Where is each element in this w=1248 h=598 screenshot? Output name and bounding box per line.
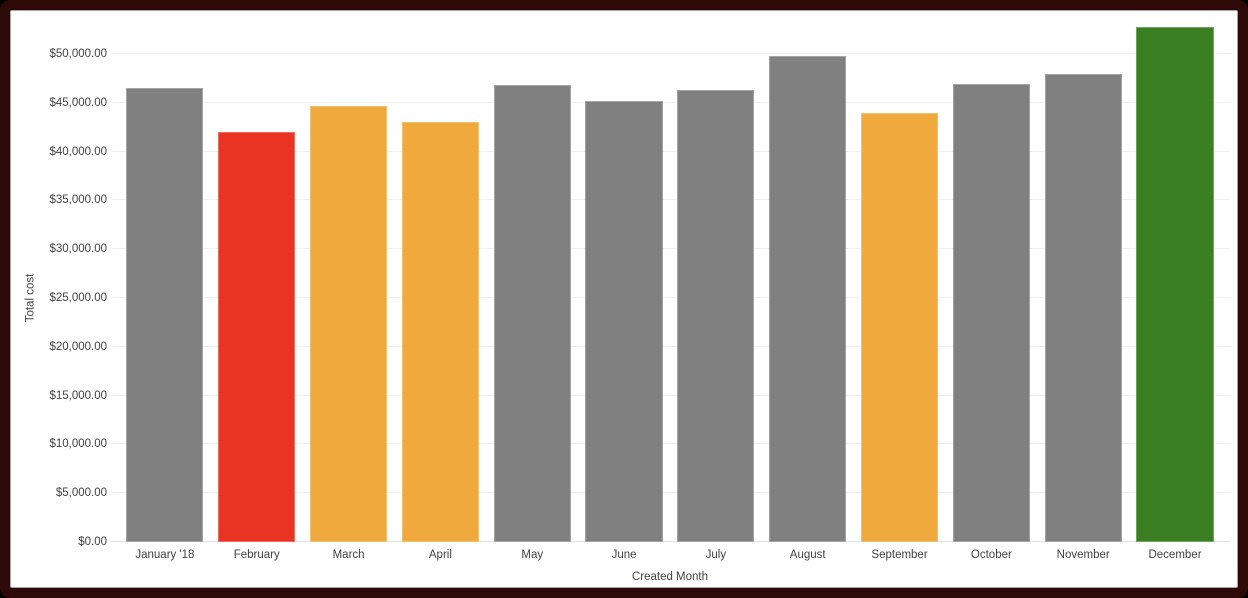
x-tick-label: December: [1148, 549, 1202, 561]
x-tick-label: September: [871, 549, 928, 561]
x-tick-label: January '18: [135, 549, 195, 561]
bar-july[interactable]: [677, 90, 755, 542]
bar-slot: [762, 54, 854, 542]
bar-slot: [119, 54, 211, 542]
gridline: [111, 492, 1231, 494]
bar-slot: [1129, 26, 1221, 542]
x-axis-labels: January '18 February March April May June July…: [119, 549, 1221, 561]
gridline: [111, 101, 1231, 103]
bar-slot: [394, 54, 486, 542]
bar-series: [119, 26, 1221, 542]
gridline: [111, 345, 1231, 347]
x-tick-label: May: [521, 549, 544, 561]
bar-april[interactable]: [401, 122, 479, 542]
gridline: [111, 443, 1231, 445]
y-tick-label: $45,000.00: [49, 96, 107, 109]
bar-slot: [854, 54, 946, 542]
y-tick-label: $20,000.00: [49, 340, 107, 353]
y-tick-label: $40,000.00: [49, 145, 107, 158]
gridline: [111, 248, 1231, 250]
x-axis-baseline: [111, 541, 1231, 542]
gridline: [111, 297, 1231, 298]
bar-slot: [486, 54, 578, 542]
bar-september[interactable]: [860, 112, 939, 542]
gridline: [111, 394, 1231, 396]
bar-slot: [670, 54, 762, 542]
x-tick-label: March: [332, 549, 365, 561]
gridline: [111, 150, 1231, 152]
gridline: [111, 53, 1231, 54]
bar-slot: [1037, 54, 1129, 542]
bar-november[interactable]: [1044, 73, 1122, 542]
bar-january-18[interactable]: [126, 88, 204, 542]
y-tick-label: $15,000.00: [49, 389, 107, 402]
y-tick-label: $30,000.00: [49, 243, 107, 256]
bar-march[interactable]: [310, 105, 388, 542]
y-tick-label: $25,000.00: [49, 292, 107, 304]
bar-february[interactable]: [218, 132, 296, 542]
x-tick-label: June: [611, 549, 637, 561]
y-tick-label: $50,000.00: [49, 48, 107, 60]
bar-december[interactable]: [1136, 26, 1214, 542]
x-tick-label: February: [233, 549, 280, 561]
bar-slot: [211, 54, 303, 542]
y-axis-labels: $0.00 $5,000.00 $10,000.00 $15,000.00 $20,00…: [11, 48, 107, 548]
plot-area: [111, 26, 1231, 542]
bar-june[interactable]: [585, 100, 663, 542]
x-axis-title: Created Month: [631, 571, 709, 583]
bar-october[interactable]: [952, 84, 1030, 542]
x-tick-label: November: [1056, 549, 1110, 561]
bar-august[interactable]: [769, 55, 847, 542]
y-tick-label: $0.00: [78, 536, 107, 548]
y-tick-label: $5,000.00: [55, 487, 107, 500]
bar-slot: [303, 54, 395, 542]
x-tick-label: April: [428, 549, 452, 561]
x-tick-label: July: [705, 549, 727, 561]
bar-slot: [945, 54, 1037, 542]
y-tick-label: $35,000.00: [49, 194, 107, 207]
y-tick-label: $10,000.00: [49, 438, 107, 451]
x-tick-label: October: [970, 549, 1012, 561]
bar-may[interactable]: [493, 85, 571, 542]
x-tick-label: August: [789, 549, 826, 561]
chart-card: Total cost $0.00 $5,000.00 $10,000.00 $15,0…: [10, 10, 1238, 588]
gridline: [111, 199, 1231, 201]
bar-slot: [578, 54, 670, 542]
